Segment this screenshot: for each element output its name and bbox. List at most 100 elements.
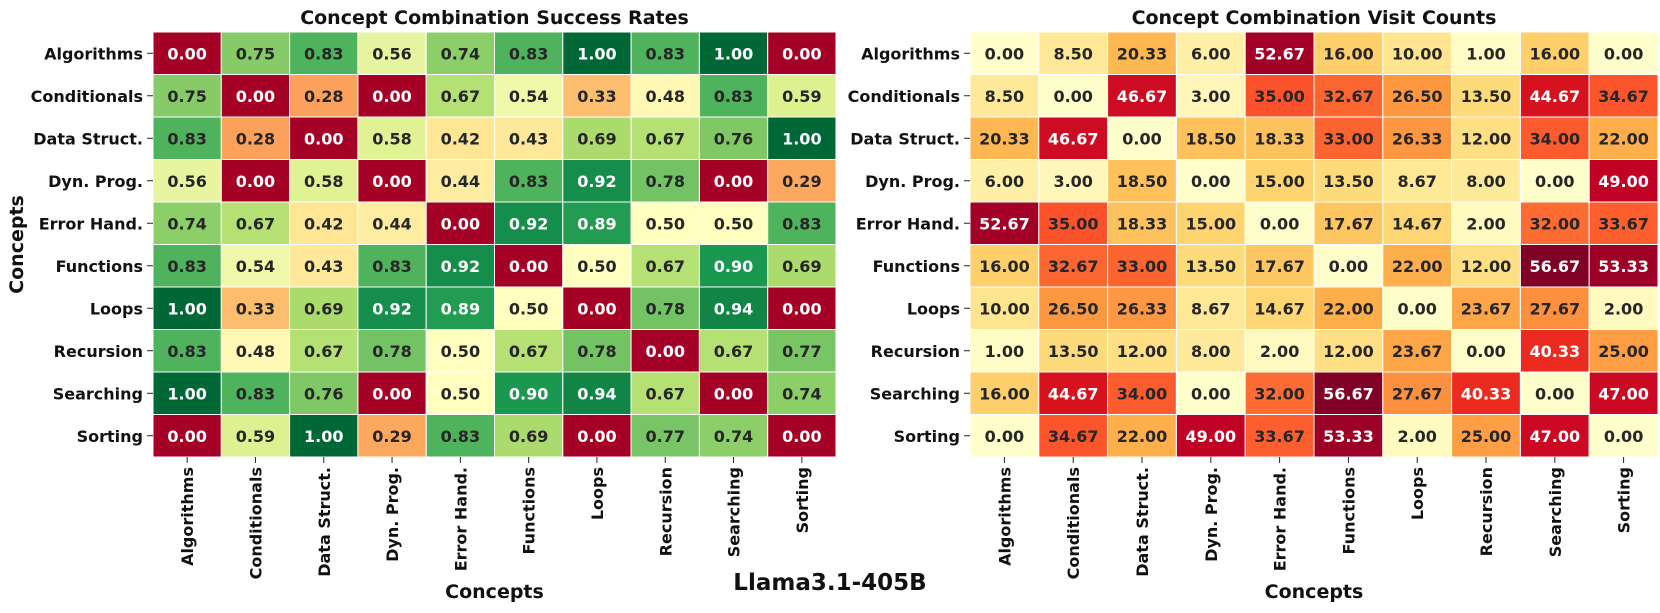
cell-value-label: 0.00 — [714, 172, 753, 191]
cell-value-label: 0.43 — [304, 257, 343, 276]
cell-value-label: 0.00 — [1260, 214, 1299, 233]
heatmap-cell — [1588, 159, 1659, 203]
heatmap-cell — [1175, 201, 1246, 245]
cell-value-label: 53.33 — [1598, 257, 1649, 276]
heatmap-cell — [1588, 31, 1659, 75]
heatmap-cell — [1175, 159, 1246, 203]
cell-value-label: 0.83 — [236, 384, 275, 403]
cell-value-label: 0.00 — [167, 44, 206, 63]
heatmap-cell — [1588, 116, 1659, 160]
x-axis-label: Concepts — [1265, 581, 1364, 603]
heatmap-cell — [494, 286, 564, 330]
y-tick-label: Algorithms — [861, 44, 960, 63]
heatmap-cell — [289, 329, 359, 373]
cell-value-label: 26.50 — [1048, 299, 1099, 318]
y-tick-label: Searching — [870, 384, 960, 403]
cell-value-label: 0.00 — [236, 87, 275, 106]
cell-value-label: 22.00 — [1117, 427, 1168, 446]
heatmap-cell — [1519, 159, 1590, 203]
heatmap-cell — [220, 201, 291, 245]
cell-value-label: 16.00 — [1529, 44, 1580, 63]
x-tick-label: Functions — [520, 467, 539, 554]
heatmap-cell — [1107, 329, 1177, 373]
cell-value-label: 52.67 — [979, 214, 1030, 233]
cell-value-label: 32.00 — [1254, 384, 1305, 403]
heatmap-cell — [562, 74, 632, 118]
cell-value-label: 0.00 — [1604, 427, 1643, 446]
heatmap-cell — [1588, 371, 1659, 415]
figure-title: Llama3.1-405B — [733, 570, 926, 596]
cell-value-label: 0.00 — [1191, 384, 1230, 403]
cell-value-label: 0.74 — [441, 44, 480, 63]
cell-value-label: 0.00 — [646, 342, 685, 361]
heatmap-cell — [1244, 329, 1315, 373]
x-tick-label: Searching — [1546, 467, 1565, 557]
cell-value-label: 0.58 — [372, 129, 411, 148]
cell-value-label: 0.78 — [646, 299, 685, 318]
x-tick-label: Functions — [1339, 467, 1358, 554]
cell-value-label: 0.42 — [441, 129, 480, 148]
y-tick-label: Error Hand. — [39, 214, 143, 233]
heatmap-cell — [425, 329, 496, 373]
heatmap-cell — [425, 116, 496, 160]
cell-value-label: 16.00 — [979, 384, 1030, 403]
heatmap-cell — [494, 31, 564, 75]
cell-value-label: 0.77 — [646, 427, 685, 446]
cell-value-label: 0.54 — [509, 87, 548, 106]
heatmap-cell — [562, 329, 632, 373]
cell-value-label: 46.67 — [1048, 129, 1099, 148]
heatmap-cell — [1382, 329, 1453, 373]
heatmap-cell — [494, 414, 564, 458]
heatmap-cell — [698, 74, 769, 118]
x-tick-label: Loops — [588, 467, 607, 520]
heatmap-cell — [152, 116, 222, 160]
x-axis-label: Concepts — [445, 581, 544, 603]
cell-value-label: 0.00 — [1535, 172, 1574, 191]
heatmap-cell — [969, 414, 1040, 458]
cell-value-label: 0.00 — [1191, 172, 1230, 191]
cell-value-label: 10.00 — [979, 299, 1030, 318]
heatmap-cell — [562, 371, 632, 415]
cell-value-label: 49.00 — [1185, 427, 1236, 446]
heatmap-cell — [425, 371, 496, 415]
cell-value-label: 0.00 — [1329, 257, 1368, 276]
cell-value-label: 0.74 — [167, 214, 206, 233]
cell-value-label: 0.50 — [441, 342, 480, 361]
cell-value-label: 33.00 — [1323, 129, 1374, 148]
x-tick-label: Sorting — [1615, 467, 1634, 533]
cell-value-label: 1.00 — [714, 44, 753, 63]
cell-value-label: 0.00 — [985, 427, 1024, 446]
cell-value-label: 0.00 — [372, 384, 411, 403]
cell-value-label: 0.59 — [236, 427, 275, 446]
heatmap-cell — [630, 329, 700, 373]
heatmap-cell — [1451, 159, 1521, 203]
heatmap-cell — [494, 329, 564, 373]
cell-value-label: 3.00 — [1191, 87, 1230, 106]
cell-value-label: 25.00 — [1461, 427, 1512, 446]
cell-value-label: 8.67 — [1191, 299, 1230, 318]
heatmap-cell — [425, 414, 496, 458]
heatmap-cell — [1382, 74, 1453, 118]
cell-value-label: 0.00 — [782, 299, 821, 318]
x-tick-label: Algorithms — [178, 467, 197, 566]
heatmap-cell — [698, 414, 769, 458]
heatmap-cell — [630, 31, 700, 75]
cell-value-label: 0.69 — [782, 257, 821, 276]
cell-value-label: 0.67 — [236, 214, 275, 233]
heatmap-cell — [1382, 201, 1453, 245]
cell-value-label: 35.00 — [1048, 214, 1099, 233]
cell-value-label: 22.00 — [1323, 299, 1374, 318]
heatmap-cell — [1038, 244, 1109, 288]
heatmap-cell — [1107, 159, 1177, 203]
cell-value-label: 0.76 — [714, 129, 753, 148]
chart-title: Concept Combination Success Rates — [300, 7, 689, 29]
cell-value-label: 2.00 — [1604, 299, 1643, 318]
heatmap-cell — [1175, 414, 1246, 458]
cell-value-label: 0.67 — [646, 257, 685, 276]
heatmap-cell — [220, 31, 291, 75]
cell-value-label: 14.67 — [1254, 299, 1305, 318]
cell-value-label: 0.00 — [714, 384, 753, 403]
cell-value-label: 0.76 — [304, 384, 343, 403]
y-tick-label: Error Hand. — [856, 214, 960, 233]
heatmap-cell — [1244, 244, 1315, 288]
